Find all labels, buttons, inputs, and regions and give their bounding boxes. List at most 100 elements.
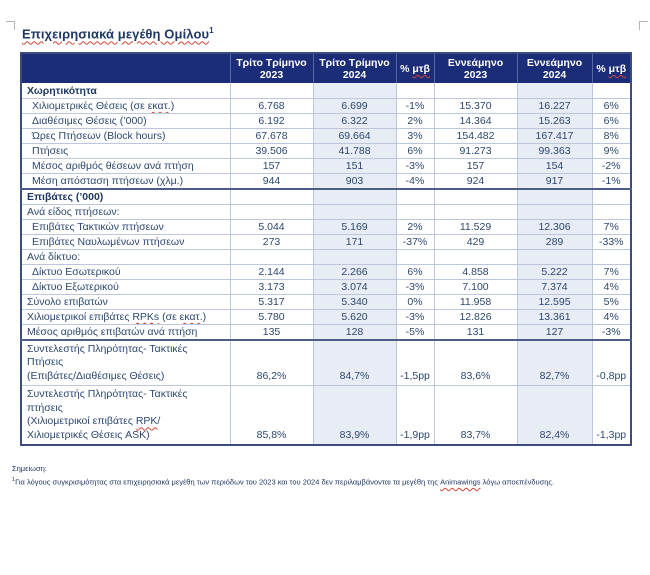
cell-value: 2% xyxy=(396,113,435,129)
row-label: Ανά δίκτυο: xyxy=(21,249,231,265)
cell-value: 6% xyxy=(592,98,631,114)
cell-value: 12.306 xyxy=(517,219,593,235)
cell-value: 6% xyxy=(592,113,631,129)
cell-value: 135 xyxy=(230,324,314,341)
cell-value: -0,8pp xyxy=(592,338,631,387)
cell-value: 16.227 xyxy=(517,98,593,114)
cell-value xyxy=(592,83,631,99)
row-label: Διαθέσιμες Θέσεις (’000) xyxy=(21,113,231,129)
section-row: Επιβάτες (’000) xyxy=(21,187,631,205)
cell-value: 5% xyxy=(592,294,631,310)
cell-value xyxy=(230,83,314,99)
cell-value xyxy=(396,204,435,220)
cell-value xyxy=(434,249,518,265)
cell-value: 289 xyxy=(517,234,593,250)
table-row: Διαθέσιμες Θέσεις (’000) 6.192 6.322 2% 14.3… xyxy=(21,113,631,129)
cell-value: 86,2% xyxy=(230,338,314,387)
row-label: Συντελεστής Πληρότητας- Τακτικές Πτήσεις(… xyxy=(21,338,231,387)
cell-value: 11.958 xyxy=(434,294,518,310)
cell-value xyxy=(313,249,397,265)
cell-value: 4.858 xyxy=(434,264,518,280)
operational-metrics-table: Τρίτο Τρίμηνο 2023 Τρίτο Τρίμηνο 2024 % … xyxy=(20,52,632,447)
row-label: Δίκτυο Εξωτερικού xyxy=(21,279,231,295)
column-header-pct-change-quarter: % μτβ xyxy=(396,53,435,84)
row-label: Δίκτυο Εσωτερικού xyxy=(21,264,231,280)
column-header-q3-2023: Τρίτο Τρίμηνο 2023 xyxy=(230,53,314,84)
cell-value: -33% xyxy=(592,234,631,250)
cell-value: 151 xyxy=(313,158,397,174)
cell-value xyxy=(434,83,518,99)
cell-value: 15.263 xyxy=(517,113,593,129)
table-row: Ώρες Πτήσεων (Block hours) 67.678 69.664 3%… xyxy=(21,128,631,144)
cell-value: 39.506 xyxy=(230,143,314,159)
cell-value: 2.266 xyxy=(313,264,397,280)
cell-value: 6% xyxy=(396,264,435,280)
cell-value: 5.044 xyxy=(230,219,314,235)
cell-value xyxy=(396,187,435,205)
cell-value: 84,7% xyxy=(313,338,397,387)
cell-value: 5.222 xyxy=(517,264,593,280)
cell-value: -2% xyxy=(592,158,631,174)
cell-value: 7.374 xyxy=(517,279,593,295)
cell-value: 171 xyxy=(313,234,397,250)
cell-value: 903 xyxy=(313,173,397,190)
cell-value: 15.370 xyxy=(434,98,518,114)
cell-value: 157 xyxy=(230,158,314,174)
cell-value xyxy=(313,187,397,205)
cell-value: 83,7% xyxy=(434,385,518,446)
cell-value xyxy=(313,83,397,99)
cell-value xyxy=(230,204,314,220)
footnote-body: Για λόγους συγκρισιμότητας στα επιχειρησ… xyxy=(15,477,555,487)
cell-value xyxy=(396,249,435,265)
cell-value: 6.322 xyxy=(313,113,397,129)
table-row: Χιλιομετρικές Θέσεις (σε εκατ.) 6.768 6.69… xyxy=(21,98,631,114)
column-header-9m-2024: Εννεάμηνο 2024 xyxy=(517,53,593,84)
cell-value: 3.074 xyxy=(313,279,397,295)
cell-value xyxy=(434,204,518,220)
cell-value: 5.340 xyxy=(313,294,397,310)
page-title: Επιχειρησιακά μεγέθη Ομίλου1 xyxy=(22,26,650,41)
cell-value: 6% xyxy=(396,143,435,159)
cell-value xyxy=(230,249,314,265)
cell-value: 85,8% xyxy=(230,385,314,446)
section-row: Χωρητικότητα xyxy=(21,83,631,99)
cell-value: 2% xyxy=(396,219,435,235)
row-label: Επιβάτες (’000) xyxy=(21,187,231,205)
cell-value xyxy=(313,204,397,220)
table-row: Συντελεστής Πληρότητας- Τακτικές Πτήσεις(… xyxy=(21,338,631,387)
cell-value: -1% xyxy=(396,98,435,114)
table-row: Συντελεστής Πληρότητας- Τακτικές πτήσεις(… xyxy=(21,385,631,446)
column-header-9m-2023: Εννεάμηνο 2023 xyxy=(434,53,518,84)
table-row: Ανά δίκτυο: xyxy=(21,249,631,265)
cell-value: 82,7% xyxy=(517,338,593,387)
cell-value xyxy=(517,249,593,265)
column-header-q3-2024: Τρίτο Τρίμηνο 2024 xyxy=(313,53,397,84)
cell-value: 7.100 xyxy=(434,279,518,295)
cell-value: 41.788 xyxy=(313,143,397,159)
cell-value: 154 xyxy=(517,158,593,174)
table-row: Δίκτυο Εξωτερικού 3.173 3.074 -3% 7.100 7.374… xyxy=(21,279,631,295)
footnote-superscript: 1 xyxy=(12,477,16,484)
table-row: Επιβάτες Ναυλωμένων πτήσεων 273 171 -37% 429… xyxy=(21,234,631,250)
cell-value: 127 xyxy=(517,324,593,341)
cell-value: 154.482 xyxy=(434,128,518,144)
row-label: Ανά είδος πτήσεων: xyxy=(21,204,231,220)
cell-value xyxy=(396,83,435,99)
cell-value xyxy=(517,187,593,205)
cell-value: 917 xyxy=(517,173,593,190)
cell-value: 5.317 xyxy=(230,294,314,310)
row-label: Επιβάτες Τακτικών πτήσεων xyxy=(21,219,231,235)
footnote: Σημείωση: 1Για λόγους συγκρισιμότητας στ… xyxy=(12,464,650,488)
cell-value: 11.529 xyxy=(434,219,518,235)
page-title-text: Επιχειρησιακά μεγέθη Ομίλου xyxy=(22,26,210,42)
table-row: Μέσος αριθμός θέσεων ανά πτήση 157 151 -3% 1… xyxy=(21,158,631,174)
cell-value: 6.192 xyxy=(230,113,314,129)
row-label: Ώρες Πτήσεων (Block hours) xyxy=(21,128,231,144)
text-boundary-mark-right xyxy=(639,21,648,30)
text-boundary-mark-left xyxy=(6,21,15,30)
table-row: Μέση απόσταση πτήσεων (χλμ.) 944 903 -4% 924… xyxy=(21,173,631,190)
cell-value: -3% xyxy=(396,158,435,174)
cell-value: 99.363 xyxy=(517,143,593,159)
cell-value: 67.678 xyxy=(230,128,314,144)
